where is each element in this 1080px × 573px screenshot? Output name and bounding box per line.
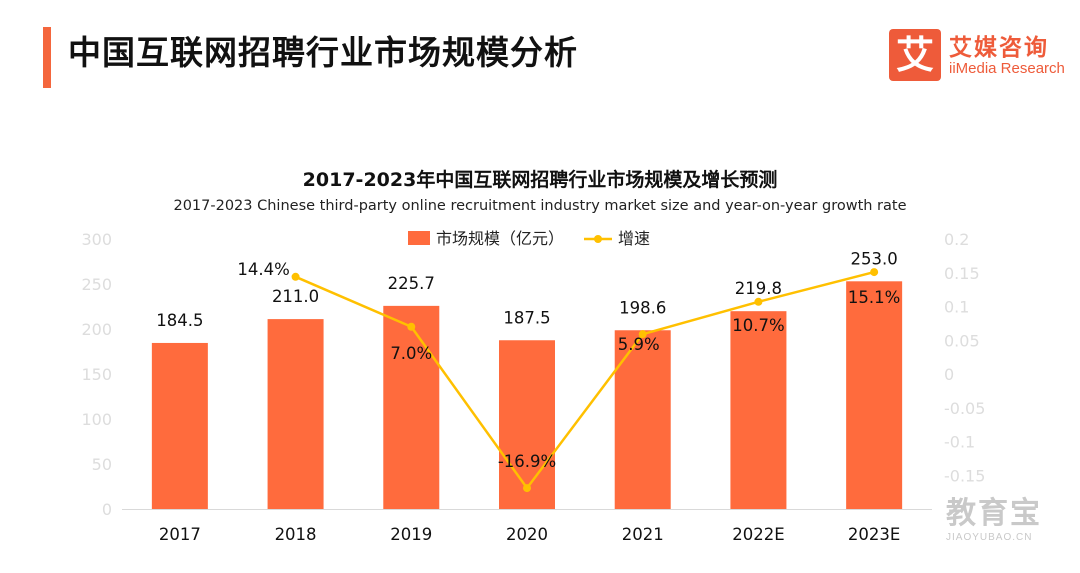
- page-title: 中国互联网招聘行业市场规模分析: [68, 33, 578, 72]
- x-tick-label: 2022E: [732, 525, 784, 544]
- y-left-tick-label: 200: [81, 320, 112, 339]
- growth-point: [754, 297, 763, 306]
- chart-title: 2017-2023年中国互联网招聘行业市场规模及增长预测: [302, 169, 778, 191]
- x-tick-label: 2020: [506, 525, 548, 544]
- bar-value-label: 187.5: [503, 308, 550, 327]
- bar-value-label: 198.6: [619, 298, 666, 317]
- legend-swatch-bar: [408, 231, 430, 245]
- y-right-tick-label: 0.05: [944, 331, 980, 350]
- y-right-tick-label: 0: [944, 365, 954, 384]
- watermark-cn: 教育宝: [946, 496, 1042, 531]
- growth-value-label: 14.4%: [237, 260, 289, 279]
- growth-line: [295, 270, 875, 491]
- y-right-tick-label: 0.1: [944, 298, 969, 317]
- y-right-tick-label: -0.05: [944, 399, 985, 418]
- y-left-tick-label: 300: [81, 230, 112, 249]
- brand-name-cn: 艾媒咨询: [949, 35, 1049, 61]
- y-right-tick-label: -0.1: [944, 433, 975, 452]
- brand-logo: 艾 艾媒咨询 iiMedia Research: [889, 29, 1069, 83]
- bar: [730, 311, 787, 509]
- y-left-tick-label: 150: [81, 365, 112, 384]
- y-left-tick-label: 250: [81, 275, 112, 294]
- bar: [499, 340, 555, 509]
- y-right-tick-label: 0.15: [944, 264, 980, 283]
- growth-value-label: 5.9%: [618, 335, 660, 354]
- growth-point: [523, 484, 531, 493]
- bar: [267, 319, 324, 509]
- x-tick-label: 2017: [159, 525, 201, 544]
- y-left-tick-label: 50: [92, 455, 112, 474]
- bar-value-label: 211.0: [272, 287, 319, 306]
- chart-subtitle: 2017-2023 Chinese third-party online rec…: [173, 198, 907, 214]
- x-tick-label: 2021: [622, 525, 664, 544]
- legend-label-bar: 市场规模（亿元）: [436, 229, 564, 248]
- bar: [383, 305, 440, 509]
- y-right-tick-label: -0.15: [944, 466, 985, 485]
- growth-value-label: 7.0%: [390, 344, 432, 363]
- brand-mark: 艾: [889, 29, 941, 81]
- y-right-tick-label: 0.2: [944, 230, 969, 249]
- title-accent-bar: [43, 27, 51, 88]
- growth-point: [291, 272, 300, 281]
- legend-swatch-point: [594, 235, 602, 243]
- watermark: 教育宝 JIAOYUBAO.CN: [946, 496, 1076, 556]
- growth-value-label: -16.9%: [498, 452, 556, 471]
- x-tick-label: 2019: [390, 525, 432, 544]
- watermark-en: JIAOYUBAO.CN: [946, 532, 1033, 543]
- brand-name-en: iiMedia Research: [949, 60, 1065, 77]
- bar-value-label: 225.7: [388, 274, 435, 293]
- growth-value-label: 15.1%: [848, 288, 900, 307]
- legend-label-line: 增速: [618, 229, 650, 248]
- bar: [151, 342, 208, 509]
- y-left-tick-label: 100: [81, 410, 112, 429]
- growth-point: [870, 268, 879, 277]
- bar-value-label: 184.5: [156, 311, 203, 330]
- growth-value-label: 10.7%: [732, 316, 784, 335]
- growth-point: [638, 330, 647, 339]
- x-tick-label: 2023E: [848, 525, 900, 544]
- y-left-tick-label: 0: [102, 500, 112, 519]
- bar: [846, 281, 903, 509]
- x-tick-label: 2018: [275, 525, 317, 544]
- growth-point: [407, 322, 416, 331]
- bar: [614, 330, 671, 509]
- bar-value-label: 219.8: [735, 279, 782, 298]
- bar-value-label: 253.0: [851, 249, 898, 268]
